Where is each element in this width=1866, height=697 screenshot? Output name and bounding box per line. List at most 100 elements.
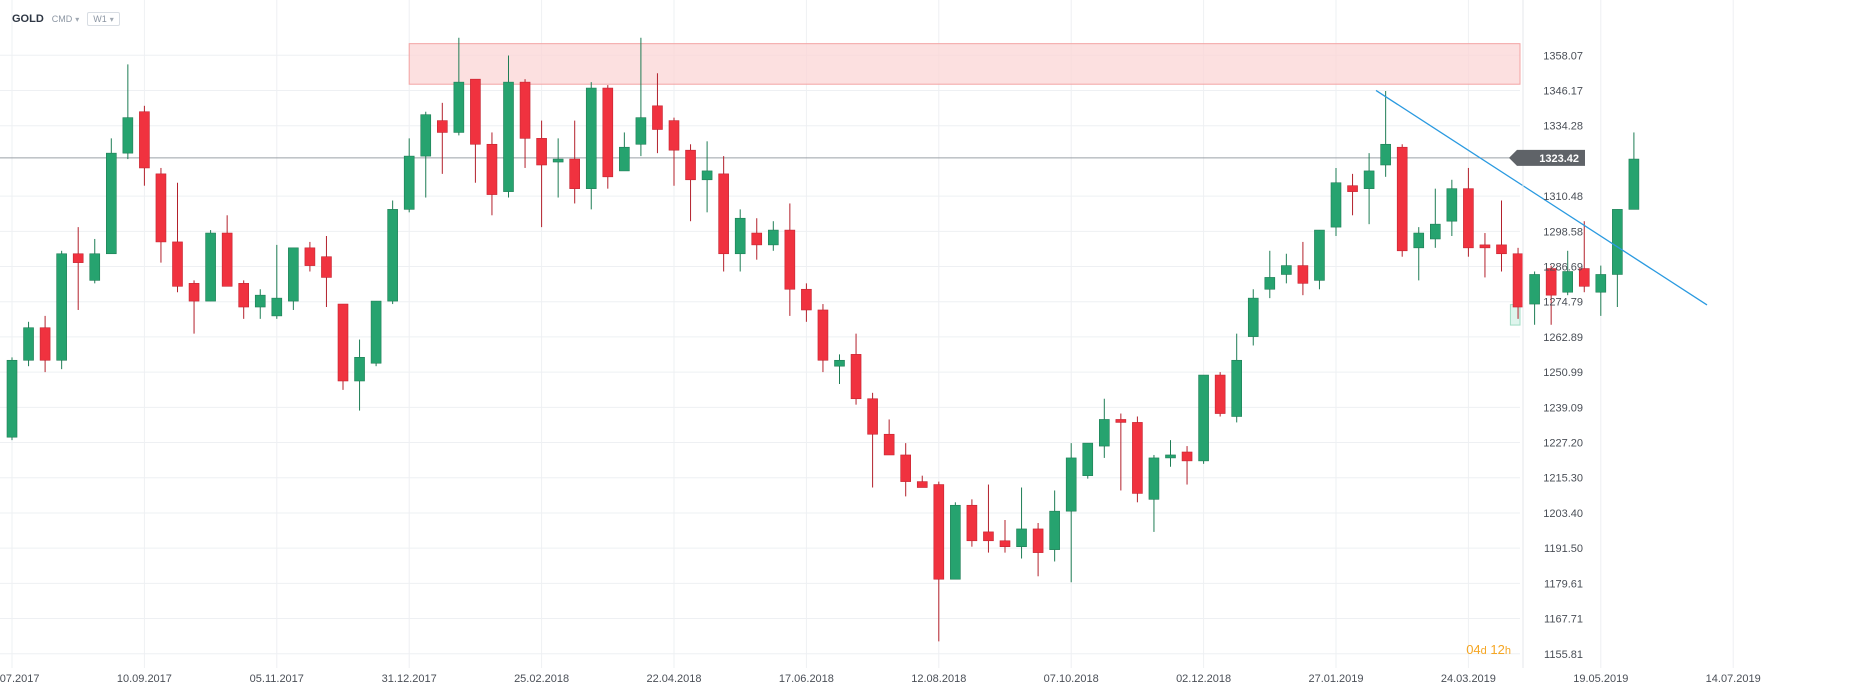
candle-body <box>1612 209 1623 275</box>
candle <box>155 167 167 263</box>
candle <box>1529 271 1540 325</box>
candle-body <box>1363 170 1375 189</box>
last-price-tag <box>1509 149 1585 166</box>
candle-body <box>72 253 84 263</box>
candle-body <box>817 309 829 361</box>
candle-body <box>751 232 763 246</box>
price-tick-label: 1215.30 <box>1543 473 1583 485</box>
candle <box>1115 413 1127 491</box>
candle-body <box>1463 188 1474 249</box>
date-tick-label: 07.10.2018 <box>1044 673 1099 685</box>
candle <box>867 392 878 488</box>
candle <box>883 419 895 456</box>
candle <box>536 120 547 228</box>
candle <box>1347 173 1358 216</box>
candle <box>1214 372 1226 417</box>
price-tick-label: 1203.40 <box>1543 508 1583 520</box>
date-tick-label: 14.07.2019 <box>1706 673 1761 685</box>
candle <box>1247 289 1259 346</box>
candle-body <box>652 105 663 130</box>
candle-body <box>321 256 332 278</box>
candle-body <box>1297 265 1309 284</box>
candle-body <box>602 87 614 178</box>
date-tick-label: 12.08.2018 <box>911 673 966 685</box>
price-tick-label: 1227.20 <box>1543 438 1583 450</box>
candle <box>718 156 729 272</box>
candle <box>172 182 183 293</box>
price-tick-label: 1298.58 <box>1543 226 1583 238</box>
chevron-down-icon: ▾ <box>75 14 80 24</box>
candle <box>1132 416 1143 503</box>
candle <box>1380 91 1391 177</box>
candle-body <box>1082 442 1094 476</box>
candle <box>1628 132 1640 210</box>
candle <box>602 85 614 189</box>
candle <box>403 138 415 213</box>
candle <box>370 300 382 367</box>
candle-body <box>1214 374 1226 414</box>
asset-class-selector[interactable]: CMD ▾ <box>52 14 80 24</box>
candle <box>751 218 763 260</box>
resistance-zone <box>408 43 1521 85</box>
symbol-label[interactable]: GOLD <box>12 13 44 25</box>
candle <box>453 37 465 136</box>
candle-body <box>1479 244 1491 249</box>
price-tick-label: 1155.81 <box>1544 649 1583 661</box>
candle-body <box>685 149 696 181</box>
candle <box>668 117 680 186</box>
interval-selector[interactable]: W1 ▾ <box>87 12 120 26</box>
candle-body <box>1264 277 1276 290</box>
candle <box>734 209 746 272</box>
candle-body <box>701 170 713 181</box>
price-tick-label: 1262.89 <box>1543 332 1583 344</box>
candle <box>950 502 961 580</box>
candle <box>1562 250 1573 296</box>
candle-body <box>1247 297 1259 337</box>
candle <box>784 203 796 316</box>
candle <box>1578 221 1590 293</box>
price-tick-label: 1274.79 <box>1543 297 1583 309</box>
candle-body <box>916 481 928 488</box>
candle-body <box>1281 265 1292 275</box>
candle <box>685 144 696 222</box>
candle-body <box>503 81 514 192</box>
date-tick-label: 22.04.2018 <box>646 673 701 685</box>
candle <box>652 73 663 154</box>
candle-body <box>850 354 862 400</box>
candle-body <box>966 504 978 542</box>
candle <box>983 484 994 553</box>
candle <box>635 37 647 157</box>
candle <box>470 78 481 183</box>
candle <box>933 481 945 642</box>
candle-body <box>552 158 564 163</box>
candle-body <box>1132 422 1143 494</box>
candle <box>1281 253 1292 284</box>
date-tick-label: 17.06.2018 <box>779 673 834 685</box>
candle <box>106 138 117 255</box>
candle <box>1049 490 1060 562</box>
candle <box>585 82 597 210</box>
candle <box>1165 440 1176 467</box>
candle-body <box>1446 188 1458 222</box>
candle <box>39 315 51 373</box>
candle-body <box>1231 359 1242 417</box>
time-axis-labels: 16.07.2017 10.09.2017 05.11.2017 31.12.2017… <box>0 673 1761 685</box>
candle-body <box>1545 268 1557 296</box>
candle-body <box>1165 454 1176 459</box>
date-tick-label: 05.11.2017 <box>250 673 304 685</box>
candle <box>519 79 531 168</box>
candle <box>817 304 829 373</box>
price-tick-label: 1179.61 <box>1544 578 1583 590</box>
candle-body <box>1099 419 1110 447</box>
price-tick-label: 1167.71 <box>1544 614 1583 626</box>
candle-body <box>420 114 432 157</box>
candle <box>1148 454 1160 532</box>
candle-body <box>1413 232 1425 249</box>
candle-body <box>801 288 812 311</box>
candle-body <box>718 173 729 255</box>
candle-body <box>1595 274 1607 293</box>
candle <box>337 303 349 390</box>
candle <box>834 354 845 384</box>
